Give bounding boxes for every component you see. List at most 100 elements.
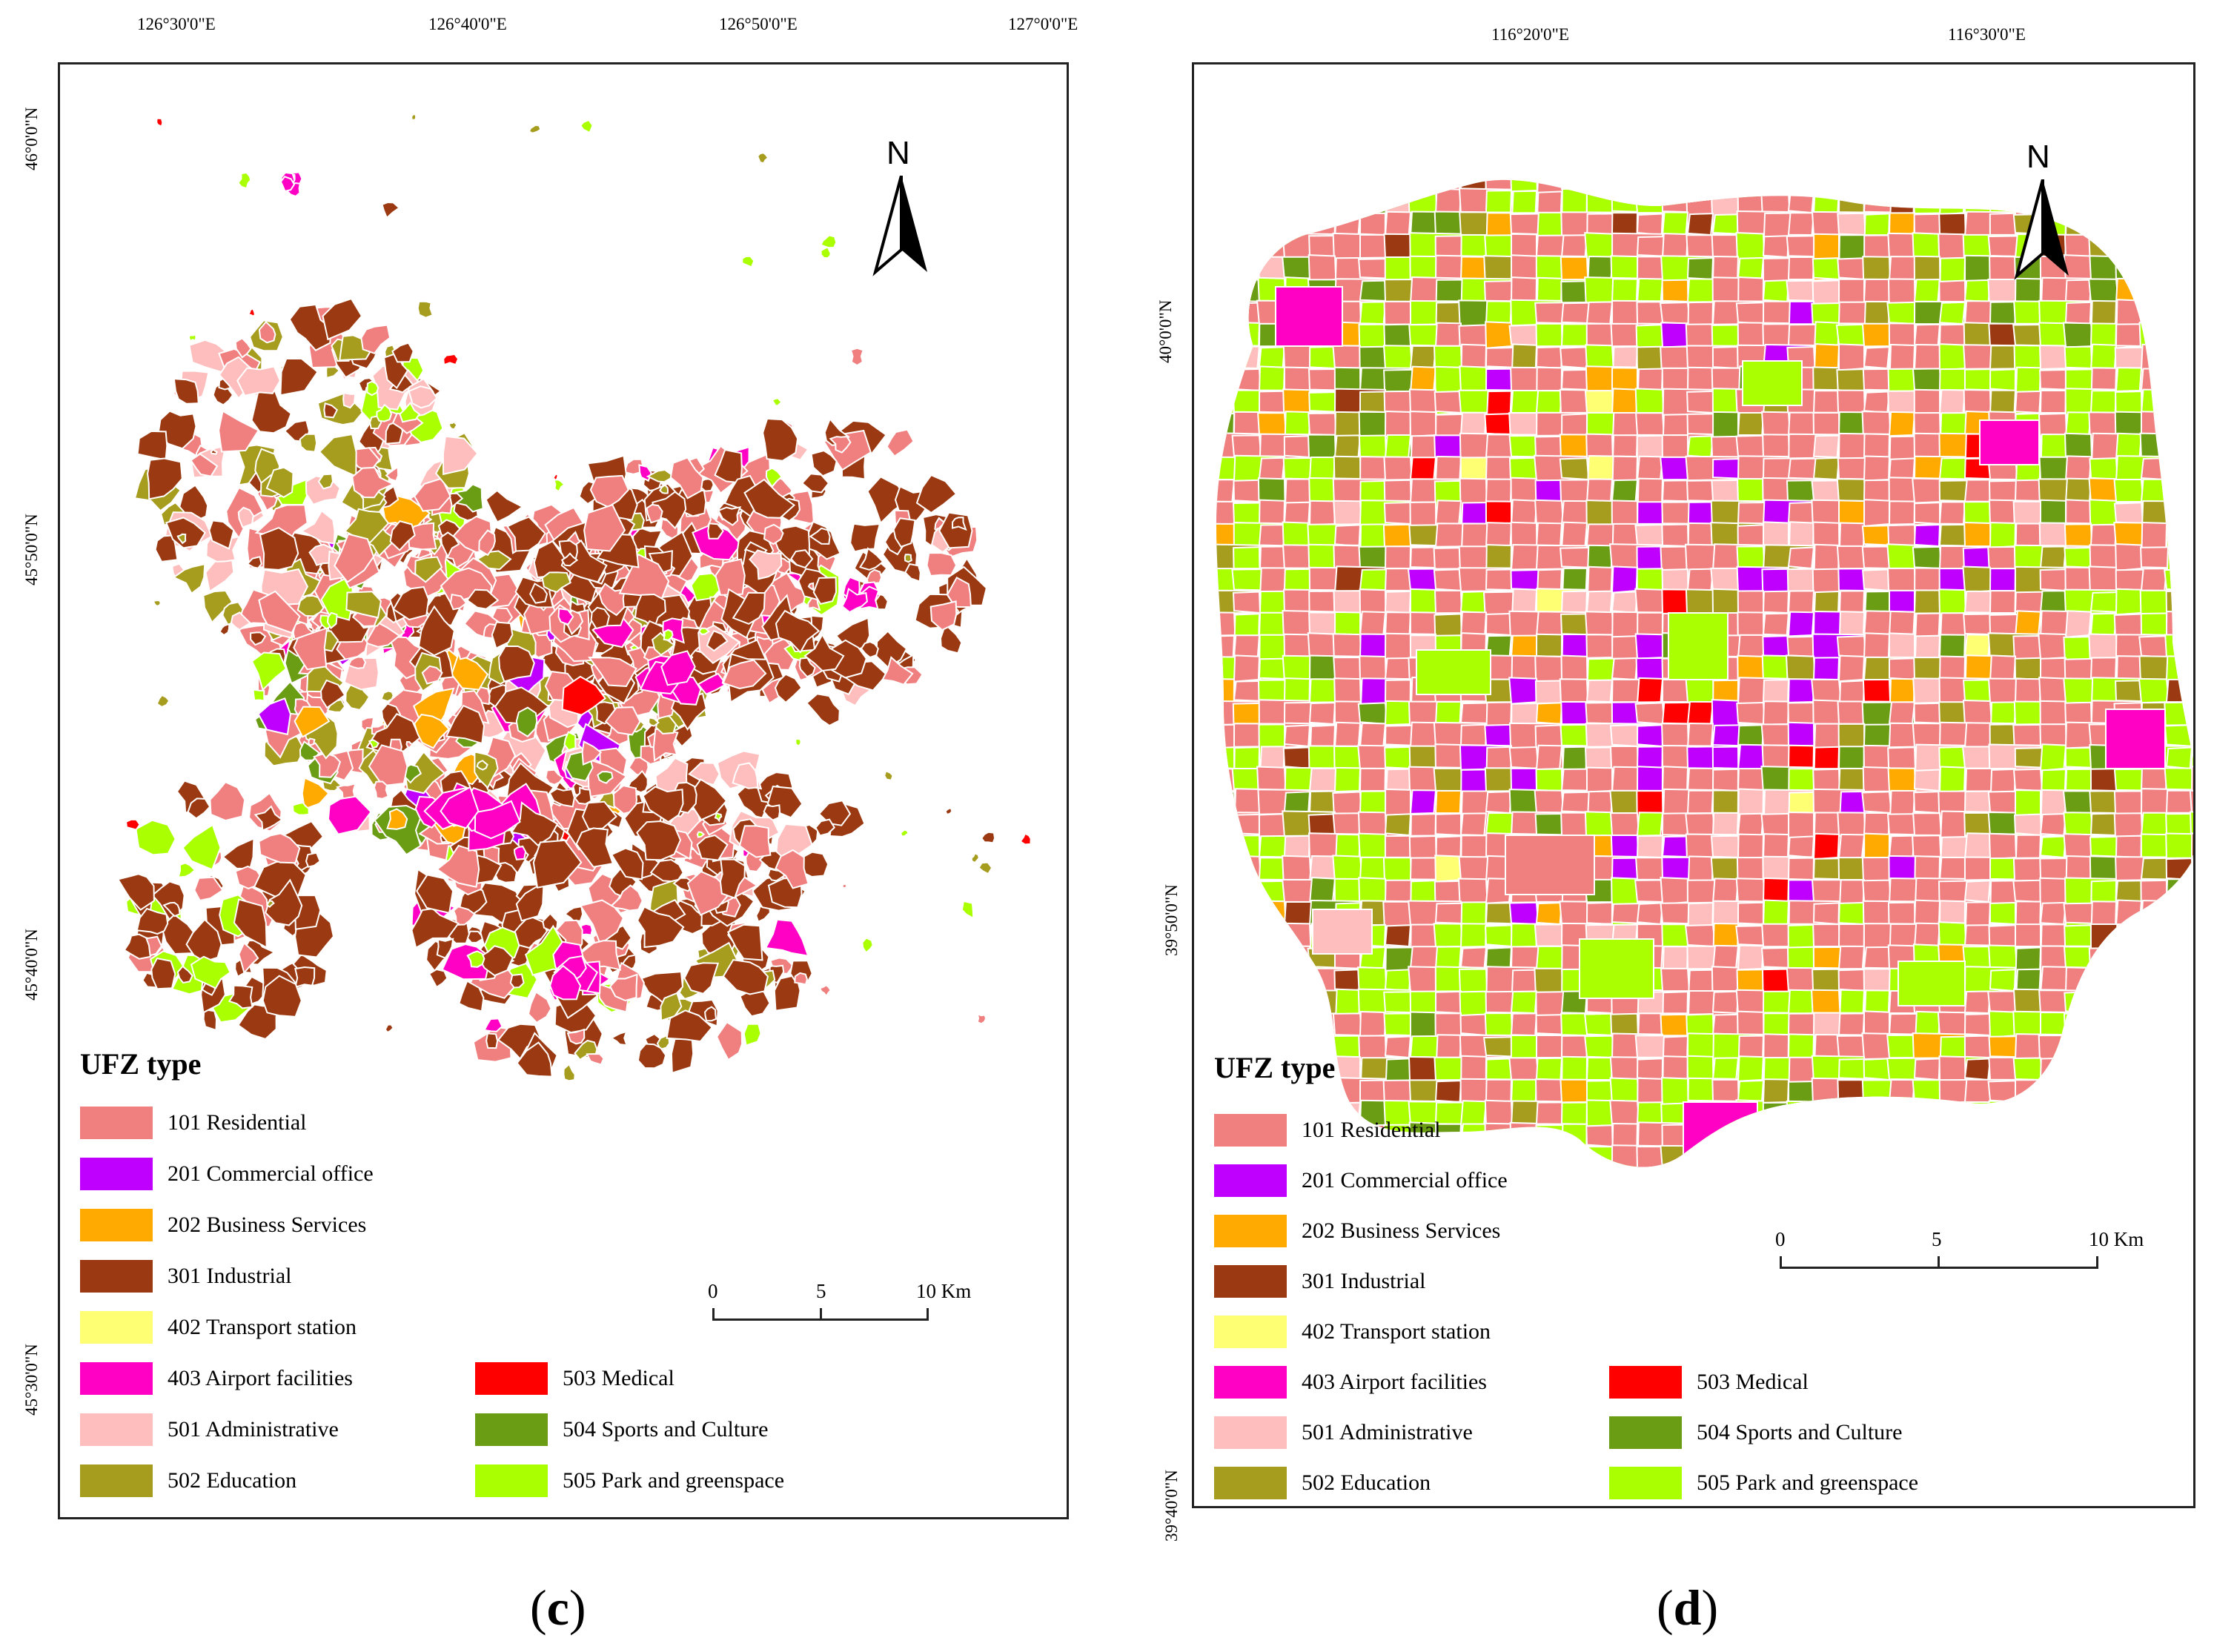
zone-502	[528, 124, 542, 134]
zone-101	[2015, 923, 2041, 948]
zone-301	[228, 984, 253, 1009]
zone-301	[575, 827, 614, 868]
zone-101	[1837, 945, 1866, 970]
zone-201	[1889, 589, 1915, 614]
zone-101	[351, 466, 395, 499]
zone-504	[1762, 1101, 1815, 1126]
zone-301	[790, 549, 814, 569]
zone-101	[1216, 256, 1262, 281]
zone-505	[2140, 923, 2168, 948]
zone-101	[1634, 879, 1666, 903]
zone-101	[1837, 833, 1866, 860]
zone-101	[2012, 879, 2044, 903]
zone-502	[152, 599, 162, 608]
zone-502	[156, 694, 170, 709]
zone-201	[1660, 456, 1691, 481]
zone-505	[1384, 969, 1412, 992]
zone-101	[2089, 657, 2118, 681]
zone-502	[541, 571, 571, 593]
zone-502	[2014, 657, 2042, 681]
zone-101	[1787, 835, 1815, 859]
zone-505	[741, 255, 755, 268]
zone-101	[1812, 1144, 1840, 1167]
zone-101	[926, 551, 958, 577]
zone-502	[904, 554, 912, 563]
zone-101	[1837, 812, 1866, 837]
zone-504	[1283, 791, 1311, 815]
zone-101	[1711, 990, 1740, 1015]
ufz-map-c	[116, 113, 1032, 1082]
zone-101	[449, 594, 468, 611]
zone-501	[1711, 812, 1740, 837]
zone-505	[2164, 724, 2193, 748]
zone-201	[1484, 723, 1514, 748]
zone-505	[1537, 1168, 1587, 1192]
zone-101	[1863, 346, 1891, 370]
zone-501	[237, 506, 254, 528]
zone-501	[188, 339, 231, 374]
zone-301	[176, 965, 193, 984]
zone-505	[2039, 1144, 2067, 1167]
zone-201	[257, 697, 291, 736]
zone-505	[1357, 832, 1388, 860]
zone-504	[2139, 432, 2193, 460]
legend-swatch-403	[1214, 1366, 1287, 1399]
zone-101	[1307, 412, 1337, 437]
zone-505	[1685, 678, 1716, 703]
zone-505	[1913, 1146, 1966, 1167]
zone-505	[1560, 1012, 1588, 1037]
zone-101	[209, 780, 246, 822]
zone-201	[1610, 835, 1640, 858]
zone-101	[1505, 835, 1595, 895]
zone-505	[1736, 545, 1766, 570]
zone-301	[951, 517, 967, 531]
zone-504	[2189, 590, 2193, 637]
legend-label-402: 402 Transport station	[168, 1315, 357, 1339]
zone-101	[1231, 855, 1262, 883]
zone-301	[866, 476, 909, 525]
zone-101	[334, 533, 375, 583]
zone-301	[389, 520, 416, 551]
zone-101	[2088, 946, 2144, 992]
zone-505	[1989, 1144, 2042, 1167]
zone-505	[2089, 457, 2118, 481]
c-legend-item-201: 201 Commercial office	[80, 1158, 374, 1190]
zone-101	[881, 656, 914, 686]
zone-101	[1232, 368, 1262, 392]
c-legend-item-501: 501 Administrative	[80, 1413, 339, 1446]
zone-505	[1232, 212, 1287, 236]
zone-402	[1963, 634, 1992, 659]
zone-505	[1459, 365, 1488, 394]
zone-502	[648, 717, 660, 727]
zone-505	[1459, 1100, 1488, 1127]
zone-101	[1332, 345, 1363, 370]
zone-505	[1384, 434, 1412, 458]
zone-101	[1913, 323, 1941, 348]
zone-101	[794, 972, 809, 986]
zone-403	[440, 786, 480, 829]
zone-101	[1686, 789, 1714, 815]
zone-505	[2063, 1012, 2094, 1059]
zone-505	[1382, 345, 1413, 370]
zone-202	[1257, 412, 1287, 437]
zone-101	[2164, 946, 2193, 969]
zone-505	[366, 380, 380, 397]
zone-202	[386, 808, 408, 830]
zone-301	[162, 901, 181, 918]
zone-101	[1283, 179, 1311, 215]
zone-505	[563, 731, 577, 752]
zone-101	[608, 884, 643, 912]
zone-101	[1886, 179, 1918, 193]
zone-505	[961, 900, 975, 920]
zone-101	[2040, 1168, 2066, 1192]
zone-301	[417, 605, 455, 657]
zone-502	[476, 550, 512, 571]
zone-504	[1231, 179, 1262, 214]
zone-505	[1886, 301, 1918, 325]
zone-505	[2189, 365, 2193, 394]
zone-501	[442, 435, 479, 476]
zone-101	[2190, 657, 2193, 703]
zone-101	[1660, 967, 1691, 992]
zone-504	[2165, 279, 2193, 303]
zone-101	[1812, 923, 1840, 948]
